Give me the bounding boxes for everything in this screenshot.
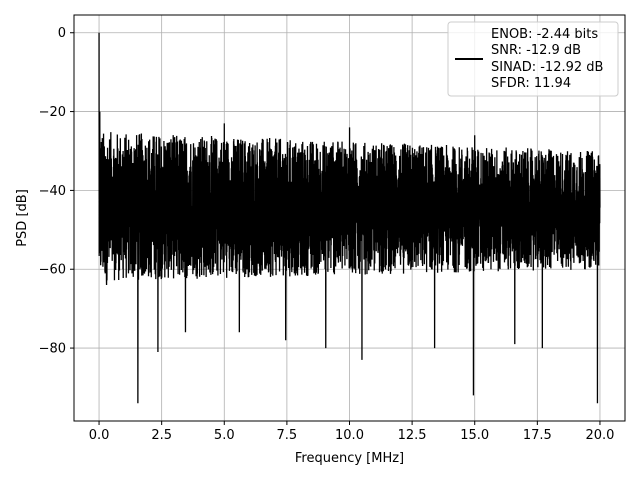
y-tick-label: −20: [39, 105, 66, 120]
y-tick-label: 0: [58, 26, 66, 41]
ticks: 0.0 2.5 5.0 7.5 10.0 12.5 15.0 17.5 20.0 0 −20 −40 −…: [39, 26, 615, 443]
x-tick-label: 5.0: [214, 428, 235, 443]
legend-sinad: SINAD: -12.92 dB: [491, 60, 603, 75]
x-tick-label: 0.0: [89, 428, 110, 443]
legend-snr: SNR: -12.9 dB: [491, 43, 581, 58]
x-tick-label: 20.0: [585, 428, 614, 443]
legend-box: [447, 21, 619, 97]
y-axis-label: PSD [dB]: [15, 189, 30, 247]
y-tick-label: −80: [39, 342, 66, 357]
psd-series: [98, 32, 601, 404]
x-axis-label: Frequency [MHz]: [295, 451, 404, 466]
psd-line: [98, 32, 601, 404]
y-tick-label: −40: [39, 184, 66, 199]
legend-enob: ENOB: -2.44 bits: [491, 27, 598, 42]
legend-sfdr: SFDR: 11.94: [491, 76, 571, 91]
y-tick-label: −60: [39, 263, 66, 278]
x-tick-label: 2.5: [151, 428, 172, 443]
x-tick-label: 10.0: [335, 428, 364, 443]
legend: ENOB: -2.44 bits SNR: -12.9 dB SINAD: -1…: [447, 21, 619, 97]
x-tick-label: 12.5: [398, 428, 427, 443]
x-tick-label: 17.5: [523, 428, 552, 443]
x-tick-label: 15.0: [460, 428, 489, 443]
x-tick-label: 7.5: [277, 428, 298, 443]
